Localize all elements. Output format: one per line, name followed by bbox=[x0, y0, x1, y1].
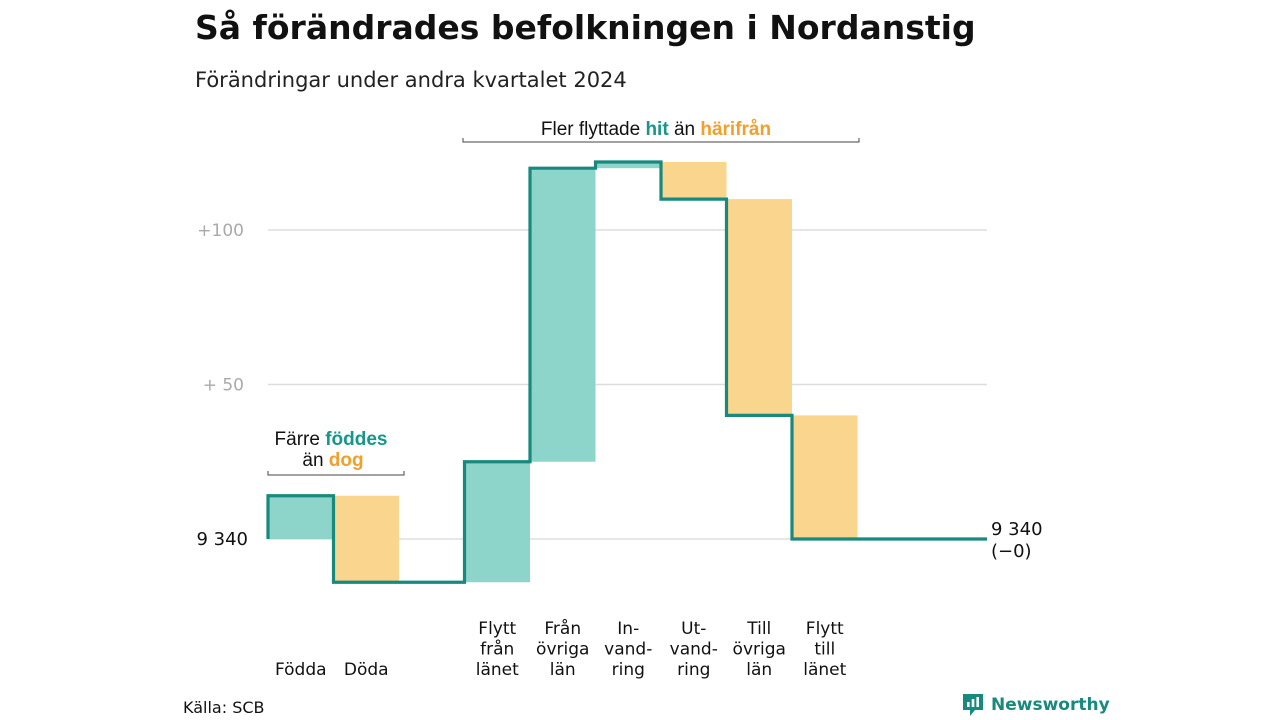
category-label: ring bbox=[677, 660, 710, 680]
category-label: länet bbox=[803, 660, 846, 680]
annotation-top-bracket bbox=[462, 138, 860, 143]
annotation-left-orange: dog bbox=[329, 450, 364, 471]
category-label: län bbox=[746, 660, 772, 680]
category-label: Flytt bbox=[478, 619, 516, 639]
category-label: övriga bbox=[733, 640, 786, 660]
chart-title: Så förändrades befolkningen i Nordanstig bbox=[195, 8, 976, 47]
cumulative-step-line bbox=[266, 160, 987, 584]
waterfall-bar bbox=[595, 162, 661, 169]
birth-death-annotation: Färre föddes än dog bbox=[267, 429, 405, 476]
category-label: Ut- bbox=[681, 619, 706, 639]
newsworthy-logo[interactable]: Newsworthy bbox=[961, 692, 1110, 718]
category-label: Födda bbox=[275, 660, 327, 680]
category-label: län bbox=[550, 660, 576, 680]
category-label: från bbox=[480, 639, 514, 660]
waterfall-bar bbox=[530, 168, 596, 462]
waterfall-bar bbox=[792, 415, 858, 539]
category-label: vand- bbox=[670, 640, 718, 660]
end-change-label: (−0) bbox=[991, 541, 1032, 562]
baseline-label: 9 340 bbox=[196, 529, 248, 550]
bar-layer bbox=[268, 162, 858, 583]
category-label: till bbox=[814, 640, 835, 660]
source-note: Källa: SCB bbox=[183, 698, 265, 717]
y-tick-label: + 50 bbox=[203, 376, 244, 396]
annotation-top-orange: härifrån bbox=[700, 119, 771, 140]
svg-text:Färre föddes: Färre föddes bbox=[275, 429, 388, 450]
grid-layer bbox=[268, 229, 987, 540]
annotation-left-prefix: Färre bbox=[275, 429, 320, 450]
annotation-left-bracket bbox=[267, 471, 405, 476]
annotation-top-mid: än bbox=[674, 119, 695, 140]
category-label: In- bbox=[617, 619, 639, 639]
migration-annotation: Fler flyttade hit än härifrån bbox=[462, 119, 860, 143]
newsworthy-logo-icon bbox=[963, 694, 983, 716]
annotation-top-prefix: Fler flyttade bbox=[541, 119, 640, 140]
end-value-label: 9 340 bbox=[991, 519, 1043, 540]
newsworthy-logo-text: Newsworthy bbox=[991, 695, 1110, 715]
line-layer bbox=[266, 160, 987, 584]
chart-subtitle: Förändringar under andra kvartalet 2024 bbox=[195, 68, 627, 92]
waterfall-bar bbox=[268, 495, 334, 539]
waterfall-bar bbox=[464, 461, 530, 583]
category-label: Till bbox=[746, 619, 771, 639]
category-label: Flytt bbox=[806, 619, 844, 639]
category-label: ring bbox=[612, 660, 645, 680]
svg-text:än dog: än dog bbox=[302, 450, 363, 471]
waterfall-bar bbox=[661, 162, 727, 200]
category-label: länet bbox=[476, 660, 519, 680]
category-label: Från bbox=[544, 618, 581, 639]
svg-text:Fler flyttade hit: Fler flyttade hit än härifrån bbox=[541, 119, 771, 140]
category-label: vand- bbox=[604, 640, 652, 660]
annotation-top-teal: hit bbox=[645, 119, 669, 140]
category-label: övriga bbox=[536, 640, 589, 660]
annotation-left-prefix2: än bbox=[302, 450, 323, 471]
waterfall-bar bbox=[726, 199, 792, 416]
annotation-left-teal: föddes bbox=[325, 429, 387, 450]
waterfall-bar bbox=[333, 495, 399, 583]
y-tick-label: +100 bbox=[197, 221, 244, 241]
category-label: Döda bbox=[344, 660, 389, 680]
